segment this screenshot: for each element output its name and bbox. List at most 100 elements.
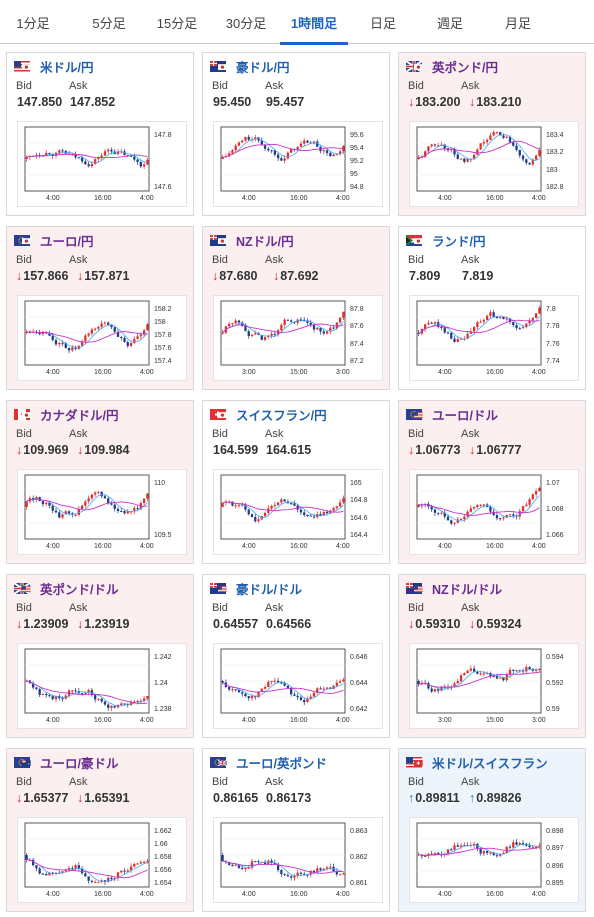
x-tick-label: 4:00 [532, 891, 546, 898]
tab-8[interactable]: 月足 [504, 16, 531, 31]
price-chart[interactable]: 158.2 158 157.8 157.6 157.4 4:00 16:00 4:00 [17, 295, 187, 381]
tab-1[interactable]: 1分足 [16, 16, 50, 31]
pair-name[interactable]: 英ポンド/円 [432, 61, 498, 75]
pair-name[interactable]: ユーロ/ドル [432, 409, 498, 423]
bid-label: Bid [408, 254, 424, 266]
price-chart[interactable]: 87.8 87.6 87.4 87.2 3:00 15:00 3:00 [213, 295, 383, 381]
rate-card[interactable]: ユーロ/ドル Bid Ask ↓1.06773 ↓1.06777 1.07 1.068 1.0… [398, 400, 586, 564]
rate-card[interactable]: スイスフラン/円 Bid Ask 164.599 164.615 165 164.8 164.… [202, 400, 390, 564]
x-tick-label: 4:00 [46, 717, 60, 724]
pair-name[interactable]: スイスフラン/円 [236, 409, 327, 423]
pair-name[interactable]: ランド/円 [432, 235, 486, 249]
rate-card[interactable]: NZドル/ドル Bid Ask ↓0.59310 ↓0.59324 0.594 0.592 0… [398, 574, 586, 738]
rate-card[interactable]: ユーロ/英ポンド Bid Ask 0.86165 0.86173 0.863 0.862 0.… [202, 748, 390, 912]
price-chart[interactable]: 183.4 183.2 183 182.8 4:00 16:00 4:00 [409, 121, 579, 207]
tab-6[interactable]: 日足 [369, 16, 396, 31]
pair-name[interactable]: ユーロ/豪ドル [40, 757, 119, 771]
tab-4[interactable]: 30分足 [225, 16, 267, 31]
price-chart[interactable]: 7.8 7.78 7.76 7.74 4:00 16:00 4:00 [409, 295, 579, 381]
rate-card[interactable]: ユーロ/円 Bid Ask ↓157.866 ↓157.871 158.2 158 157.8… [6, 226, 194, 390]
rate-card[interactable]: NZドル/円 Bid Ask ↓87.680 ↓87.692 87.8 87.6 87.4 87… [202, 226, 390, 390]
bid-value: ↓157.866 [16, 269, 69, 283]
pair-name[interactable]: NZドル/ドル [432, 583, 503, 597]
change-arrow-icon: ↓ [469, 617, 476, 631]
pair-name[interactable]: カナダドル/円 [40, 409, 119, 423]
ask-label: Ask [265, 254, 284, 266]
y-tick-label: 0.592 [546, 680, 564, 687]
tab-7[interactable]: 週足 [436, 16, 463, 31]
price-chart[interactable]: 95.6 95.4 95.2 95 94.8 4:00 16:00 4:00 [213, 121, 383, 207]
y-tick-label: 147.6 [154, 184, 172, 191]
currency-flag-icon [406, 755, 423, 768]
currency-flag-icon [406, 407, 423, 420]
price-chart[interactable]: 0.594 0.592 0.59 3:00 15:00 3:00 [409, 643, 579, 729]
pair-name[interactable]: 米ドル/スイスフラン [432, 757, 548, 771]
currency-flag-icon [406, 233, 423, 246]
y-tick-label: 0.895 [546, 880, 564, 887]
ask-value: ↓1.65391 [77, 791, 130, 805]
rate-card[interactable]: 豪ドル/ドル Bid Ask 0.64557 0.64566 0.646 0.644 0.64… [202, 574, 390, 738]
ask-label: Ask [461, 428, 480, 440]
pair-name[interactable]: 英ポンド/ドル [40, 583, 119, 597]
rate-card[interactable]: 英ポンド/ドル Bid Ask ↓1.23909 ↓1.23919 1.242 1.24 1.… [6, 574, 194, 738]
pair-name[interactable]: 米ドル/円 [40, 61, 94, 75]
bid-label: Bid [212, 602, 228, 614]
rate-card[interactable]: 豪ドル/円 Bid Ask 95.450 95.457 95.6 95.4 95.2 95 94.… [202, 52, 390, 216]
bid-value: ↓183.200 [408, 95, 461, 109]
price-chart[interactable]: 110 109.5 4:00 16:00 4:00 [17, 469, 187, 555]
ask-label: Ask [69, 602, 88, 614]
rate-card[interactable]: ランド/円 Bid Ask 7.809 7.819 7.8 7.78 7.76 7.74 4:00… [398, 226, 586, 390]
y-tick-label: 157.4 [154, 358, 172, 365]
ask-value: 0.64566 [266, 617, 312, 631]
tab-5[interactable]: 1時間足 [280, 0, 348, 45]
ask-value: 0.86173 [266, 791, 312, 805]
price-chart[interactable]: 0.898 0.897 0.896 0.895 4:00 16:00 4:00 [409, 817, 579, 903]
price-chart[interactable]: 0.646 0.644 0.642 4:00 16:00 4:00 [213, 643, 383, 729]
bid-value: 147.850 [17, 95, 63, 109]
bid-label: Bid [212, 428, 228, 440]
tab-3[interactable]: 15分足 [156, 16, 198, 31]
ask-label: Ask [461, 776, 480, 788]
bid-value: ↓1.23909 [16, 617, 69, 631]
rate-card[interactable]: 英ポンド/円 Bid Ask ↓183.200 ↓183.210 183.4 183.2 18… [398, 52, 586, 216]
y-tick-label: 94.8 [350, 184, 364, 191]
price-chart[interactable]: 147.8 147.6 4:00 16:00 4:00 [17, 121, 187, 207]
rate-card[interactable]: 米ドル/円 Bid Ask 147.850 147.852 147.8 147.6 4:00 1… [6, 52, 194, 216]
x-tick-label: 4:00 [46, 891, 60, 898]
pair-name[interactable]: 豪ドル/円 [236, 61, 290, 75]
price-chart[interactable]: 1.242 1.24 1.238 4:00 16:00 4:00 [17, 643, 187, 729]
bid-value: ↓0.59310 [408, 617, 461, 631]
pair-name[interactable]: 豪ドル/ドル [236, 583, 302, 597]
pair-name[interactable]: NZドル/円 [236, 235, 294, 249]
ask-value: ↑0.89826 [469, 791, 522, 805]
price-chart[interactable]: 0.863 0.862 0.861 4:00 16:00 4:00 [213, 817, 383, 903]
tab-2[interactable]: 5分足 [92, 16, 126, 31]
x-tick-label: 4:00 [242, 891, 256, 898]
ask-label: Ask [461, 602, 480, 614]
rate-card[interactable]: 米ドル/スイスフラン Bid Ask ↑0.89811 ↑0.89826 0.898 0.8… [398, 748, 586, 912]
pair-name[interactable]: ユーロ/英ポンド [236, 757, 327, 771]
change-arrow-icon: ↓ [77, 791, 84, 805]
rate-card-grid: 米ドル/円 Bid Ask 147.850 147.852 147.8 147.6 4:00 1… [6, 52, 590, 912]
y-tick-label: 0.646 [350, 654, 368, 661]
y-tick-label: 1.068 [546, 506, 564, 513]
x-tick-label: 4:00 [140, 717, 154, 724]
ask-label: Ask [461, 254, 480, 266]
price-chart[interactable]: 1.07 1.068 1.066 4:00 16:00 4:00 [409, 469, 579, 555]
price-chart[interactable]: 1.662 1.66 1.658 1.656 1.654 4:00 16:00 4:00 [17, 817, 187, 903]
pair-name[interactable]: ユーロ/円 [40, 235, 94, 249]
y-tick-label: 1.654 [154, 880, 172, 887]
y-tick-label: 0.896 [546, 862, 564, 870]
bid-label: Bid [16, 776, 32, 788]
price-chart[interactable]: 165 164.8 164.6 164.4 4:00 16:00 4:00 [213, 469, 383, 555]
rate-card[interactable]: ユーロ/豪ドル Bid Ask ↓1.65377 ↓1.65391 1.662 1.66 1.… [6, 748, 194, 912]
x-tick-label: 3:00 [336, 369, 350, 376]
x-tick-label: 16:00 [94, 369, 112, 376]
rate-card[interactable]: カナダドル/円 Bid Ask ↓109.969 ↓109.984 110 109.5 4:0… [6, 400, 194, 564]
currency-flag-icon [14, 59, 31, 72]
change-arrow-icon: ↓ [16, 443, 23, 457]
change-arrow-icon: ↓ [469, 95, 476, 109]
currency-flag-icon [210, 59, 227, 72]
y-tick-label: 1.066 [546, 532, 564, 539]
bid-value: ↓109.969 [16, 443, 69, 457]
